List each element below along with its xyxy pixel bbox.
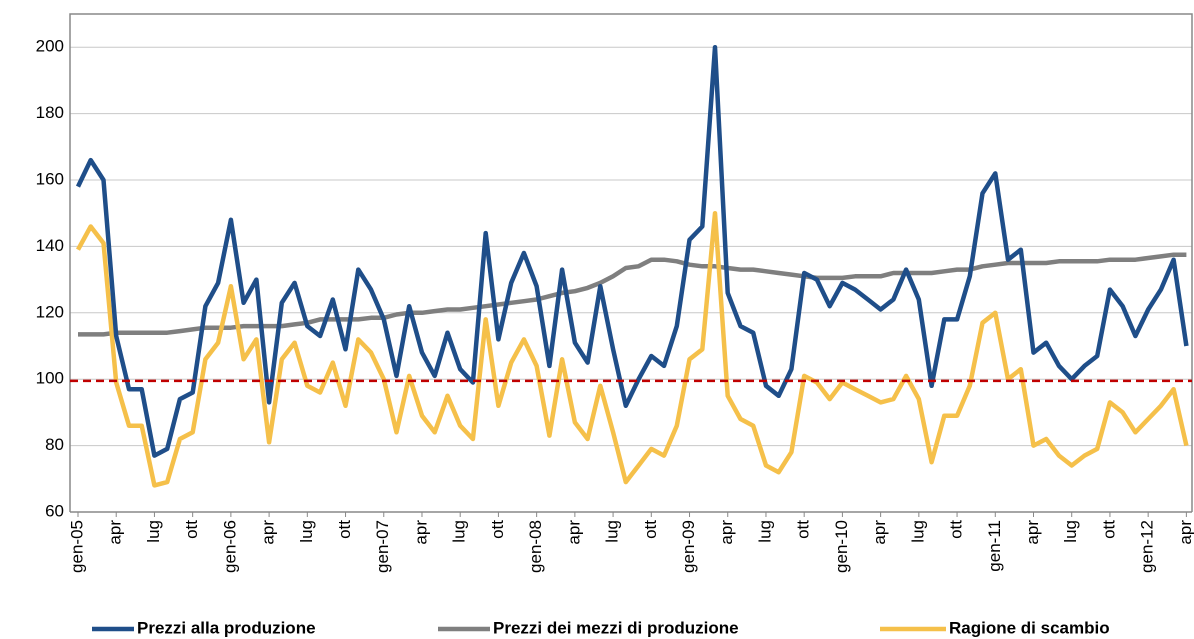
x-tick-label: ott xyxy=(335,520,354,539)
x-tick-label: lug xyxy=(297,520,316,543)
x-tick-label: apr xyxy=(259,520,278,545)
x-tick-label: gen-05 xyxy=(67,520,86,573)
x-tick-label: apr xyxy=(870,520,889,545)
plot-frame xyxy=(69,13,1193,512)
x-tick-label: ott xyxy=(182,520,201,539)
x-tick-label: ott xyxy=(1099,520,1118,539)
x-tick-label: apr xyxy=(1023,520,1042,545)
y-tick-label: 60 xyxy=(45,501,64,520)
x-tick-label: apr xyxy=(564,520,583,545)
x-tick-label: apr xyxy=(106,520,125,545)
y-tick-label: 160 xyxy=(36,169,64,188)
legend-label: Ragione di scambio xyxy=(949,618,1110,637)
x-tick-label: apr xyxy=(411,520,430,545)
y-tick-label: 180 xyxy=(36,103,64,122)
x-tick-label: lug xyxy=(1061,520,1080,543)
x-tick-label: ott xyxy=(488,520,507,539)
y-tick-label: 80 xyxy=(45,435,64,454)
x-tick-label: lug xyxy=(755,520,774,543)
y-tick-label: 100 xyxy=(36,369,64,388)
y-tick-label: 120 xyxy=(36,302,64,321)
x-tick-label: gen-09 xyxy=(679,520,698,573)
x-tick-label: gen-08 xyxy=(526,520,545,573)
x-tick-label: gen-11 xyxy=(985,520,1004,572)
x-tick-label: gen-10 xyxy=(832,520,851,573)
series-line xyxy=(75,44,1189,458)
x-tick-label: gen-06 xyxy=(220,520,239,573)
x-tick-label: lug xyxy=(450,520,469,543)
x-tick-label: gen-12 xyxy=(1138,520,1157,573)
y-tick-label: 200 xyxy=(36,37,64,56)
x-tick-label: gen-07 xyxy=(373,520,392,573)
legend-label: Prezzi alla produzione xyxy=(137,618,316,637)
x-tick-label: lug xyxy=(144,520,163,543)
x-tick-label: ott xyxy=(641,520,660,539)
legend-label: Prezzi dei mezzi di produzione xyxy=(493,618,739,637)
x-tick-label: ott xyxy=(794,520,813,539)
y-tick-label: 140 xyxy=(36,236,64,255)
x-tick-label: ott xyxy=(947,520,966,539)
x-tick-label: lug xyxy=(603,520,622,543)
x-tick-label: apr xyxy=(1176,520,1194,545)
x-tick-label: lug xyxy=(908,520,927,543)
x-tick-label: apr xyxy=(717,520,736,545)
series-line xyxy=(76,210,1189,488)
